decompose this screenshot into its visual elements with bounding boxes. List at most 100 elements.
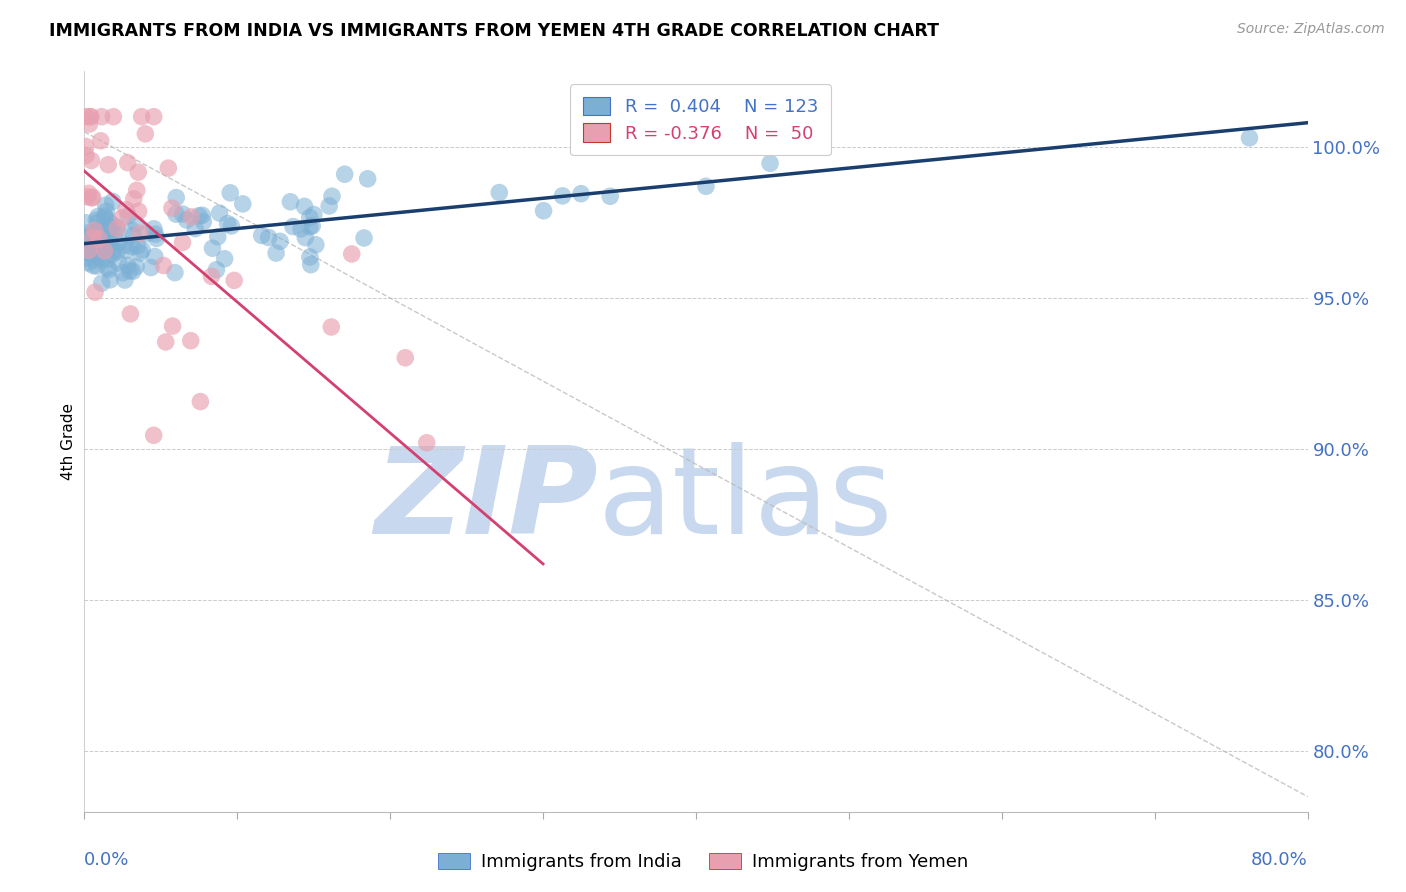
Point (302, 208, 325, 222)
Point (232, 197, 254, 211)
Point (77, 244, 100, 258)
Point (139, 260, 162, 275)
Point (75, 110, 97, 124)
Point (117, 155, 139, 169)
Point (207, 229, 229, 244)
Point (176, 213, 198, 227)
Point (321, 189, 343, 203)
Point (321, 320, 343, 334)
Legend: Immigrants from India, Immigrants from Yemen: Immigrants from India, Immigrants from Y… (430, 846, 976, 879)
Point (75, 251, 97, 265)
Text: ZIP: ZIP (374, 442, 598, 559)
Point (75, 139, 97, 153)
Point (89, 227, 111, 241)
Point (127, 239, 149, 253)
Point (94, 209, 117, 223)
Point (299, 258, 322, 272)
Point (127, 165, 149, 179)
Point (89, 228, 111, 243)
Point (97, 158, 120, 172)
Point (98, 273, 121, 287)
Point (695, 179, 717, 194)
Point (333, 167, 356, 181)
Point (294, 230, 316, 244)
Text: Source: ZipAtlas.com: Source: ZipAtlas.com (1237, 22, 1385, 37)
Point (121, 223, 143, 237)
Point (79, 230, 101, 244)
Point (172, 207, 194, 221)
Point (180, 334, 202, 348)
Point (121, 239, 143, 253)
Point (117, 209, 139, 223)
Point (101, 218, 124, 232)
Point (90, 245, 112, 260)
Point (80, 153, 103, 168)
Point (200, 269, 222, 284)
Point (281, 219, 304, 234)
Point (108, 235, 131, 249)
Point (280, 194, 302, 209)
Point (97, 229, 120, 244)
Point (294, 199, 316, 213)
Point (118, 264, 141, 278)
Point (84, 285, 107, 300)
Point (77, 256, 100, 270)
Point (82, 230, 104, 244)
Point (111, 211, 134, 225)
Point (84, 213, 107, 227)
Point (97, 240, 120, 254)
Point (318, 199, 340, 213)
Point (269, 235, 291, 249)
Point (301, 219, 323, 233)
Point (83, 252, 105, 267)
Point (165, 190, 187, 204)
Point (217, 217, 239, 231)
Point (340, 247, 363, 261)
Point (160, 201, 183, 215)
Point (129, 226, 152, 240)
Text: 80.0%: 80.0% (1251, 851, 1308, 869)
Point (165, 207, 187, 221)
Point (193, 215, 215, 229)
Point (117, 259, 139, 273)
Point (188, 209, 211, 223)
Point (180, 210, 202, 224)
Point (96, 252, 118, 267)
Point (759, 156, 782, 170)
Point (1239, 131, 1261, 145)
Point (257, 230, 280, 244)
Point (145, 227, 167, 241)
Point (142, 428, 165, 442)
Point (394, 351, 416, 365)
Point (93, 244, 115, 258)
Point (162, 319, 184, 334)
Point (152, 259, 174, 273)
Point (290, 222, 312, 236)
Point (90, 134, 112, 148)
Point (101, 194, 124, 209)
Point (135, 227, 157, 241)
Point (125, 260, 148, 274)
Point (107, 256, 129, 270)
Point (96, 204, 118, 219)
Point (125, 183, 148, 197)
Point (100, 240, 122, 254)
Point (131, 110, 153, 124)
Point (142, 110, 165, 124)
Point (120, 307, 142, 321)
Point (93, 235, 115, 249)
Point (208, 206, 231, 220)
Point (91, 235, 114, 249)
Point (100, 222, 122, 236)
Point (98, 220, 121, 235)
Point (97, 222, 120, 236)
Point (155, 334, 177, 349)
Point (114, 273, 136, 287)
Y-axis label: 4th Grade: 4th Grade (60, 403, 76, 480)
Point (163, 266, 186, 280)
Point (83, 244, 105, 258)
Legend: R =  0.404    N = 123, R = -0.376    N =  50: R = 0.404 N = 123, R = -0.376 N = 50 (571, 84, 831, 155)
Point (91, 252, 114, 267)
Point (82, 190, 104, 204)
Point (111, 266, 134, 280)
